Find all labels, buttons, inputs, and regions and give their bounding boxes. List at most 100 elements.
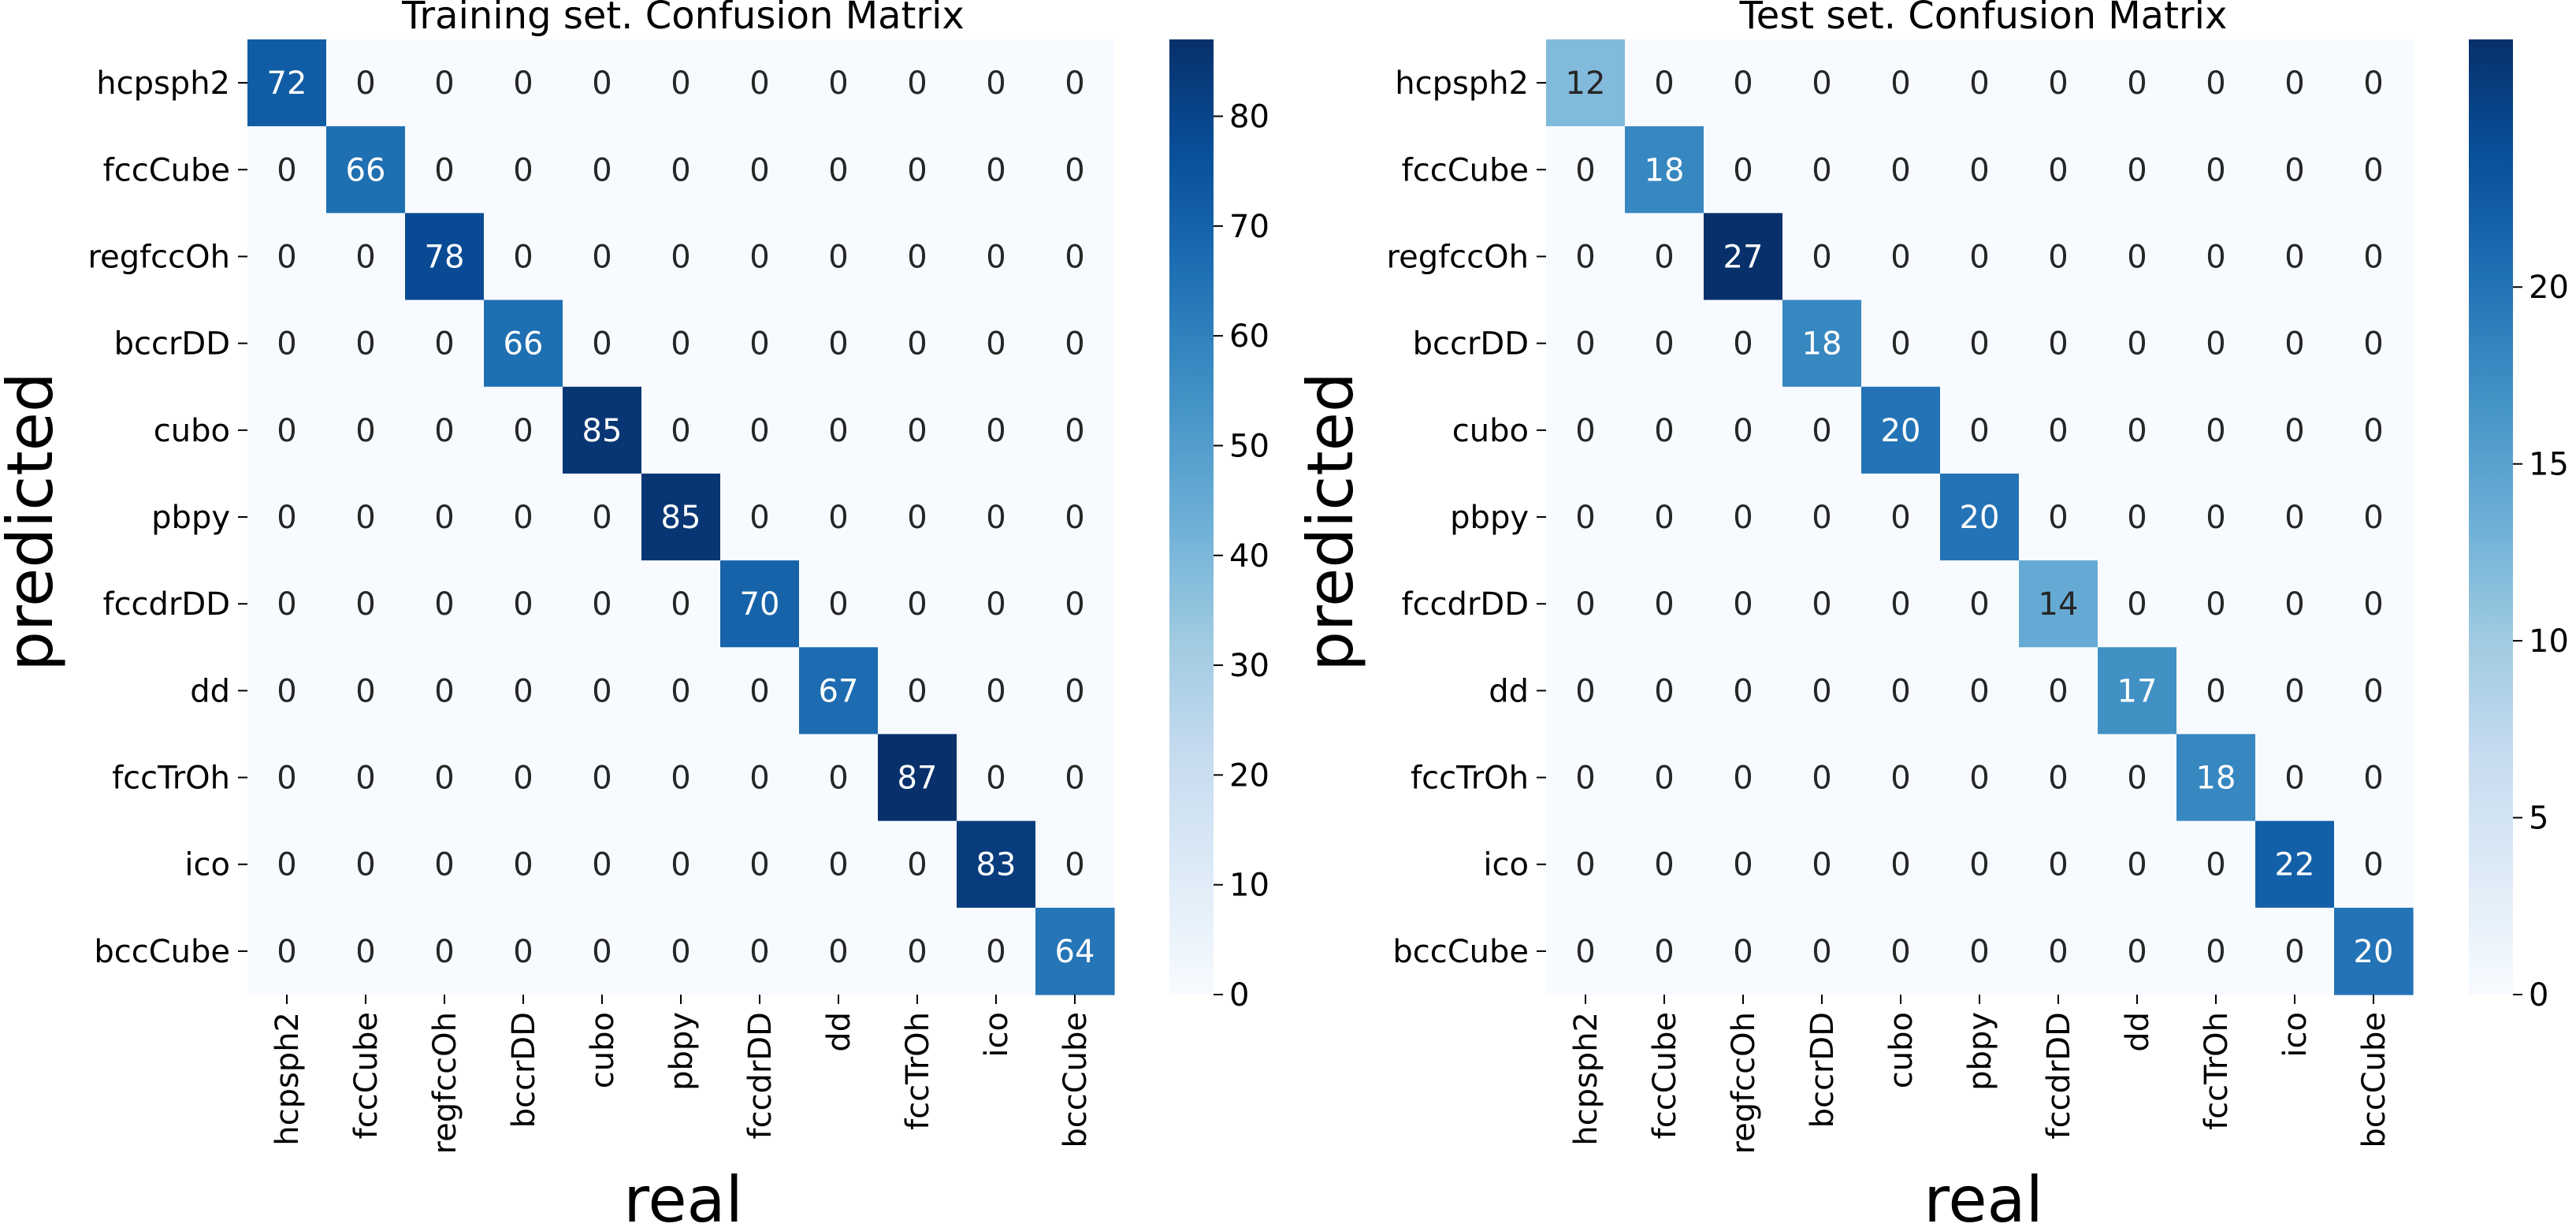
heatmap-cell xyxy=(1625,647,1704,735)
x-tick-label: pbpy xyxy=(1962,1012,1998,1091)
x-tick-label: regfccOh xyxy=(1726,1012,1762,1154)
heatmap-cell xyxy=(1704,907,1783,995)
heatmap-cell xyxy=(1704,299,1783,388)
cell-value-label: 0 xyxy=(907,152,927,188)
heatmap-cell xyxy=(1782,473,1862,561)
cell-value-label: 0 xyxy=(749,152,769,188)
cell-value-label: 0 xyxy=(1969,413,1989,449)
cell-value-label: 0 xyxy=(592,934,611,970)
cell-value-label: 0 xyxy=(2363,761,2383,797)
heatmap-cell xyxy=(1782,39,1862,127)
cell-value-label: 0 xyxy=(1969,326,1989,363)
cell-value-label: 0 xyxy=(2363,500,2383,536)
heatmap-cell xyxy=(2098,907,2177,995)
cell-value-label: 0 xyxy=(2048,65,2068,102)
heatmap-cell xyxy=(1035,560,1115,648)
cell-value-label: 0 xyxy=(986,673,1005,709)
cell-value-label: 0 xyxy=(2363,65,2383,102)
colorbar-scale xyxy=(2469,39,2513,995)
heatmap-cell xyxy=(2176,647,2256,735)
cell-value-label: 0 xyxy=(2206,673,2225,709)
cell-value-label: 0 xyxy=(1890,673,1910,709)
heatmap-cell xyxy=(1035,126,1115,214)
cell-value-label: 0 xyxy=(1733,65,1753,102)
heatmap-cell xyxy=(1625,473,1704,561)
heatmap-cell xyxy=(326,560,406,648)
heatmap-cell xyxy=(2334,299,2414,388)
heatmap-cell xyxy=(2098,386,2177,474)
cell-value-label: 0 xyxy=(671,586,690,623)
colorbar-tick-label: 40 xyxy=(1229,538,1269,575)
cell-value-label: 87 xyxy=(898,761,938,797)
y-tick-label: fccCube xyxy=(1402,152,1529,188)
cell-value-label: 0 xyxy=(355,673,375,709)
cell-value-label: 0 xyxy=(513,500,533,536)
cell-value-label: 0 xyxy=(671,761,690,797)
cell-value-label: 0 xyxy=(2127,847,2147,883)
cell-value-label: 0 xyxy=(2206,239,2225,275)
heatmap-cell xyxy=(2255,907,2335,995)
heatmap-cell xyxy=(1782,907,1862,995)
heatmap-cell xyxy=(1782,734,1862,822)
cell-value-label: 0 xyxy=(2363,326,2383,363)
cell-value-label: 0 xyxy=(907,413,927,449)
cell-value-label: 0 xyxy=(671,239,690,275)
heatmap-cell xyxy=(1861,734,1941,822)
heatmap-cell xyxy=(1625,299,1704,388)
heatmap-cell xyxy=(720,907,800,995)
cell-value-label: 0 xyxy=(1812,413,1831,449)
cell-value-label: 0 xyxy=(513,65,533,102)
heatmap-cell xyxy=(957,386,1036,474)
heatmap-cell xyxy=(405,473,485,561)
heatmap-cell xyxy=(799,647,879,735)
x-tick-label: fccCube xyxy=(1647,1012,1683,1139)
heatmap-cell xyxy=(1940,734,2020,822)
heatmap-cell xyxy=(957,39,1036,127)
heatmap-cell xyxy=(799,39,879,127)
heatmap-cell xyxy=(1625,820,1704,909)
cell-value-label: 0 xyxy=(513,761,533,797)
heatmap-cell xyxy=(563,386,642,474)
heatmap-cell xyxy=(1625,907,1704,995)
cell-value-label: 0 xyxy=(513,152,533,188)
heatmap-cell xyxy=(1782,126,1862,214)
heatmap-cells: 72 0 0 0 0 0 0 0 0 0 0 0 66 0 0 0 0 0 0 0 0 0 0 0 78 0 0 0 0 0 0 0 0 0 0 0 6… xyxy=(247,39,1115,995)
cell-value-label: 0 xyxy=(828,326,848,363)
heatmap-cell xyxy=(1861,39,1941,127)
heatmap-cell xyxy=(1546,386,1626,474)
cell-value-label: 0 xyxy=(277,673,296,709)
cell-value-label: 0 xyxy=(2284,413,2304,449)
heatmap-cell xyxy=(326,126,406,214)
heatmap-cell xyxy=(878,907,957,995)
test-confusion-matrix: Test set. Confusion Matrix 12 0 0 0 0 0 0 0 0 0 0 0… xyxy=(1294,0,2569,1231)
cell-value-label: 0 xyxy=(986,934,1005,970)
heatmap-cell xyxy=(799,820,879,909)
cell-value-label: 0 xyxy=(2284,586,2304,623)
heatmap-cell xyxy=(2098,213,2177,301)
heatmap-cell xyxy=(878,734,957,822)
cell-value-label: 0 xyxy=(1575,847,1595,883)
cell-value-label: 0 xyxy=(986,65,1005,102)
cell-value-label: 0 xyxy=(986,586,1005,623)
cell-value-label: 0 xyxy=(1654,326,1674,363)
cell-value-label: 0 xyxy=(2363,239,2383,275)
cell-value-label: 0 xyxy=(907,239,927,275)
y-tick-label: ico xyxy=(1483,847,1529,883)
heatmap-cell xyxy=(1035,734,1115,822)
cell-value-label: 0 xyxy=(671,673,690,709)
heatmap-cell xyxy=(641,734,721,822)
cell-value-label: 0 xyxy=(2206,586,2225,623)
heatmap-cell xyxy=(2334,126,2414,214)
heatmap-cell xyxy=(2255,386,2335,474)
heatmap-cell xyxy=(799,560,879,648)
x-tick-label: dd xyxy=(2120,1012,2156,1052)
heatmap-cell xyxy=(405,734,485,822)
cell-value-label: 0 xyxy=(1890,761,1910,797)
heatmap-cell xyxy=(2019,820,2098,909)
cell-value-label: 0 xyxy=(1890,239,1910,275)
cell-value-label: 0 xyxy=(1812,586,1831,623)
heatmap-cell xyxy=(878,39,957,127)
heatmap-cell xyxy=(1861,473,1941,561)
heatmap-cell xyxy=(799,386,879,474)
